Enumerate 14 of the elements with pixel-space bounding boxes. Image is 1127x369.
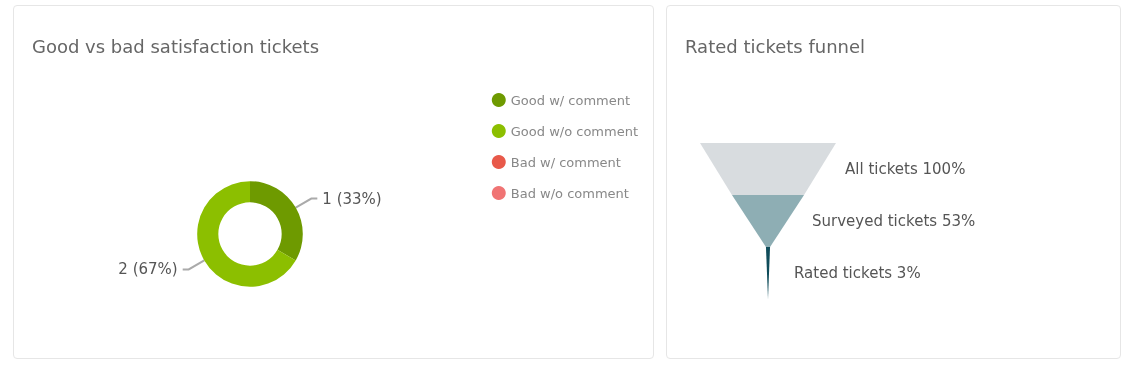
data-label: 1 (33%) <box>322 189 382 208</box>
data-label: 53% <box>941 212 976 230</box>
data-label: 2 (67%) <box>118 260 178 279</box>
legend-label: Bad w/o comment <box>510 185 629 201</box>
category-label: All tickets <box>845 160 918 178</box>
legend-label: Good w/ comment <box>510 92 631 108</box>
category-label: Rated tickets <box>794 264 893 282</box>
category-label: Surveyed tickets <box>812 212 938 230</box>
chart-title: Good vs bad satisfaction tickets <box>32 35 320 57</box>
legend-label: Bad w/ comment <box>510 154 621 170</box>
legend-label: Good w/o comment <box>510 123 639 139</box>
data-label: 100% <box>922 160 966 178</box>
text: Rated tickets funnel <box>685 35 866 57</box>
data-label: 3% <box>896 264 921 282</box>
